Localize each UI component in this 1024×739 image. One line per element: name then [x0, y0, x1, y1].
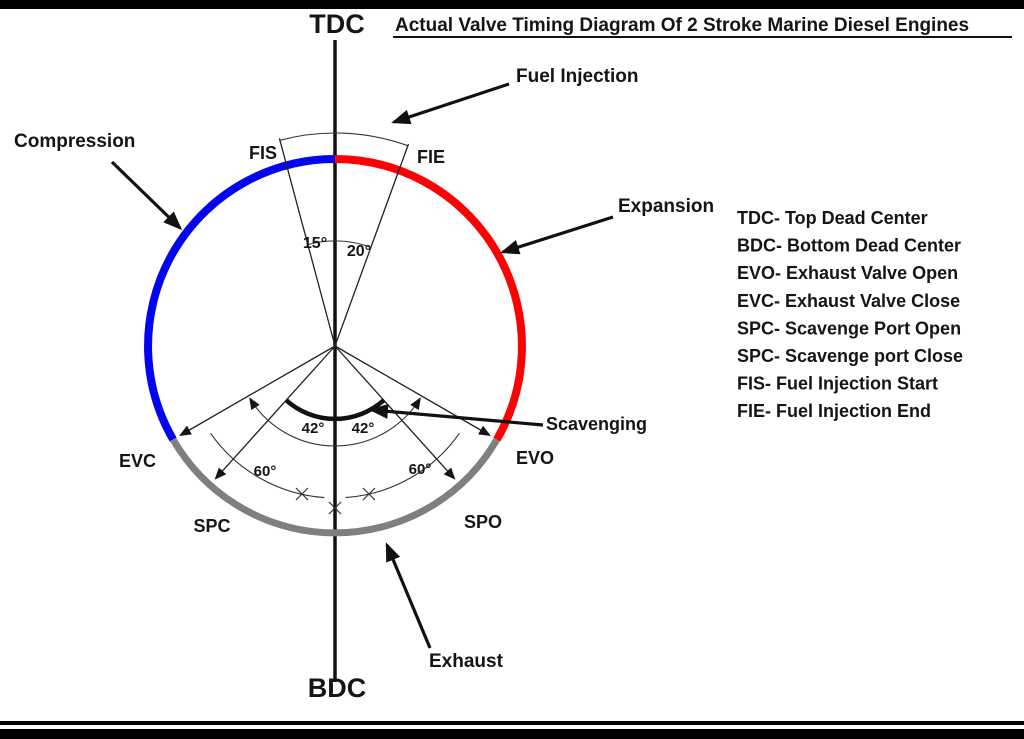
page-title: Actual Valve Timing Diagram Of 2 Stroke … [395, 15, 969, 36]
evo-line [334, 345, 491, 436]
compression-arrow [110, 160, 183, 231]
legend-item: FIE- Fuel Injection End [737, 401, 931, 421]
fuel-inner-angle-arc [307, 240, 372, 248]
fie-point-label: FIE [417, 147, 445, 167]
legend-item: BDC- Bottom Dead Center [737, 236, 961, 256]
scavenging-arrow [369, 403, 544, 427]
cross-mark-right [362, 487, 376, 501]
legend-item: EVO- Exhaust Valve Open [737, 263, 958, 283]
fuel-injection-label: Fuel Injection [516, 66, 638, 87]
bottom-border-bar [0, 729, 1024, 739]
bdc-label: BDC [308, 673, 367, 703]
exhaust-left-angle-label: 60° [254, 463, 277, 480]
spc-point-label: SPC [193, 516, 230, 536]
compression-arc [144, 155, 336, 442]
tdc-label: TDC [309, 9, 365, 39]
fie-angle-label: 20° [347, 243, 371, 260]
cross-mark-left [295, 487, 309, 501]
fis-line [278, 138, 336, 347]
exhaust-arc [170, 437, 500, 537]
cross-mark-bottom [328, 501, 342, 515]
bottom-border-line [0, 721, 1024, 725]
legend: TDC- Top Dead Center BDC- Bottom Dead Ce… [737, 208, 963, 421]
fuel-outer-arc [279, 132, 409, 147]
exhaust-label: Exhaust [429, 651, 504, 672]
scavenging-label: Scavenging [546, 414, 647, 434]
expansion-arc [334, 155, 526, 442]
evc-point-label: EVC [119, 451, 156, 471]
right-construction-arc [345, 432, 460, 499]
left-construction-arc [210, 432, 325, 499]
expansion-arrow [500, 215, 614, 255]
scavenge-left-angle-label: 42° [302, 420, 325, 437]
compression-label: Compression [14, 131, 135, 152]
evo-point-label: EVO [516, 448, 554, 468]
legend-item: SPC- Scavenge port Close [737, 346, 963, 366]
exhaust-arrow [385, 542, 432, 649]
evc-line [179, 345, 336, 436]
exhaust-span-arc [249, 397, 421, 447]
fis-point-label: FIS [249, 143, 277, 163]
fis-angle-label: 15° [303, 235, 327, 252]
legend-item: FIS- Fuel Injection Start [737, 374, 938, 394]
spo-point-label: SPO [464, 512, 502, 532]
spc-line [214, 345, 336, 480]
fuel-injection-arrow [391, 82, 510, 125]
scavenge-right-angle-label: 42° [352, 420, 375, 437]
fie-line [334, 143, 410, 347]
exhaust-right-angle-label: 60° [409, 461, 432, 478]
expansion-label: Expansion [618, 196, 714, 217]
legend-item: TDC- Top Dead Center [737, 208, 928, 228]
top-border-bar [0, 0, 1024, 9]
legend-item: EVC- Exhaust Valve Close [737, 291, 960, 311]
legend-item: SPC- Scavenge Port Open [737, 318, 961, 338]
